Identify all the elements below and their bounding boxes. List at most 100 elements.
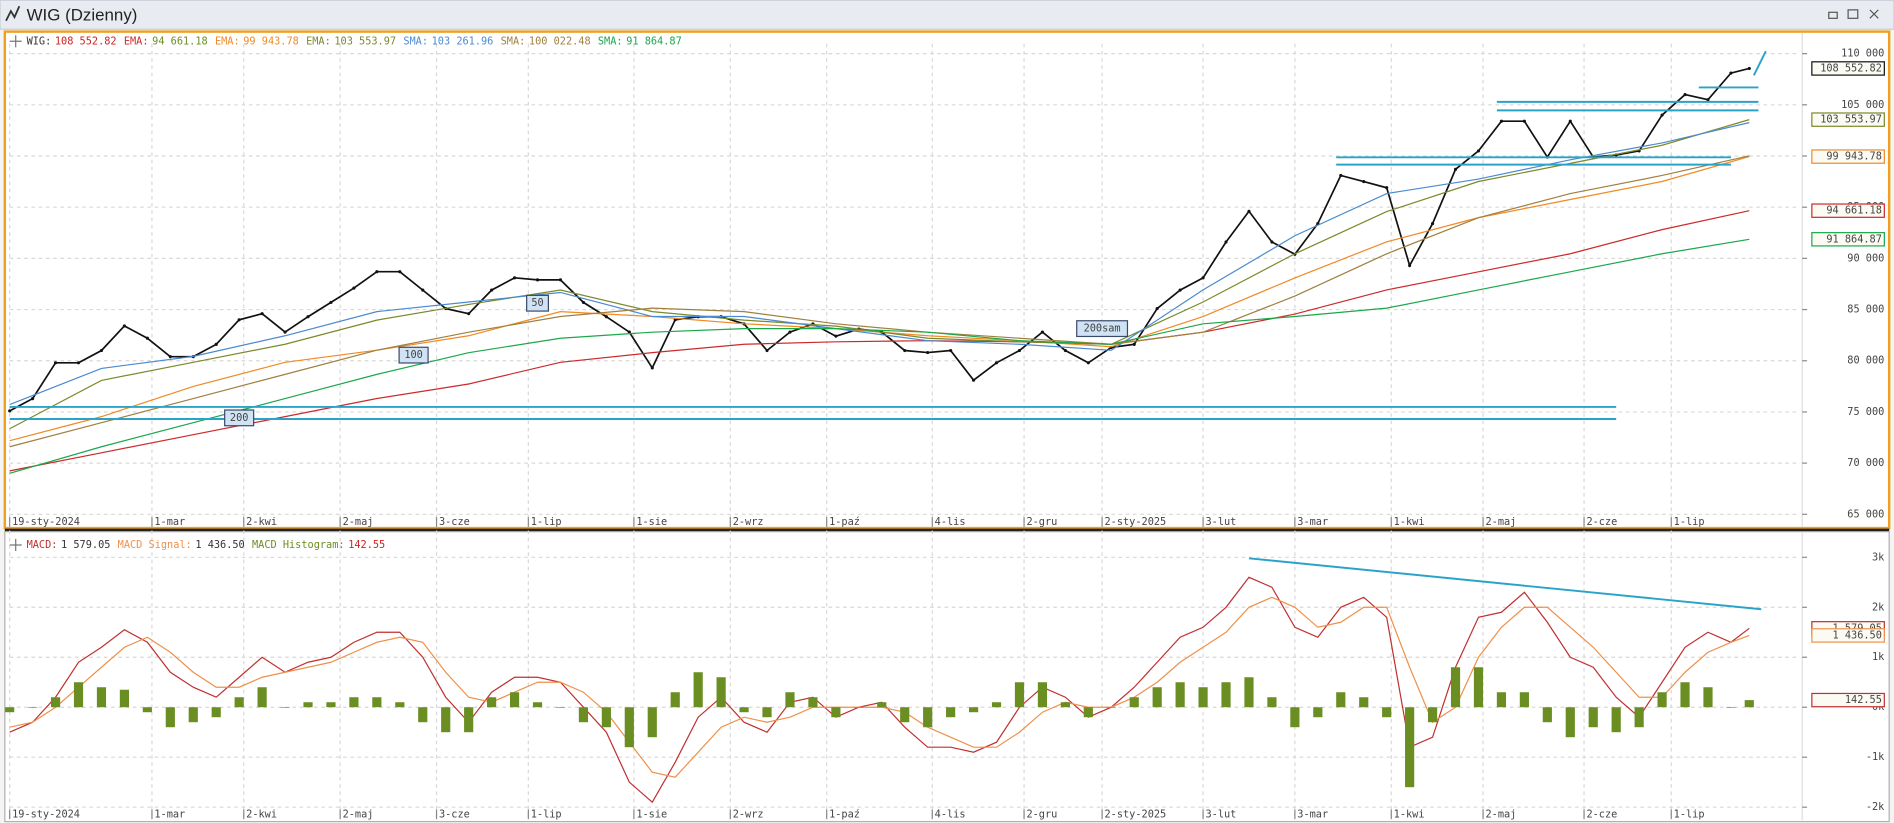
histogram-bar	[487, 697, 497, 708]
close-point	[834, 334, 838, 338]
histogram-bar	[1450, 667, 1461, 708]
close-point	[31, 397, 35, 401]
x-tick-label: 2-maj	[1485, 516, 1516, 528]
macd-panel	[4, 531, 1890, 823]
histogram-bar	[1405, 707, 1415, 788]
close-point	[788, 330, 792, 334]
histogram-bar	[578, 707, 589, 723]
histogram-bar	[555, 707, 566, 708]
x-tick-label: 1-mar	[154, 516, 185, 528]
histogram-bar	[1313, 707, 1323, 718]
value-badge	[1811, 692, 1885, 708]
close-point	[1522, 119, 1526, 123]
close-point	[1086, 361, 1090, 365]
legend-value: 142.55	[348, 539, 385, 551]
y-tick-label: 85 000	[1847, 304, 1884, 316]
annotation-box	[526, 294, 549, 312]
minimize-button[interactable]	[1828, 11, 1838, 19]
close-point	[467, 312, 471, 316]
histogram-bar	[1175, 682, 1185, 708]
close-point	[627, 330, 631, 334]
legend-name: SMA:	[501, 35, 526, 47]
histogram-bar	[877, 702, 887, 708]
x-tick-label: 2-sty-2025	[1105, 516, 1167, 528]
legend-name: MACD:	[27, 539, 58, 551]
close-point	[1408, 263, 1412, 268]
close-point	[604, 315, 608, 319]
legend-icon	[9, 35, 22, 48]
histogram-bar	[211, 707, 221, 718]
close-point	[237, 318, 241, 322]
x-tick-label: 2-gru	[1026, 516, 1057, 528]
close-point	[1568, 119, 1572, 123]
close-point	[1747, 66, 1751, 71]
close-point	[76, 361, 81, 365]
x-tick-label: 3-lut	[1205, 516, 1236, 528]
histogram-bar	[1014, 682, 1025, 708]
x-tick-label: 1-kwi	[1394, 808, 1425, 820]
x-tick-label: 3-cze	[439, 808, 470, 820]
histogram-bar	[234, 697, 244, 708]
close-point	[1132, 342, 1136, 346]
close-point	[352, 286, 356, 290]
close-point	[512, 276, 517, 280]
value-badge	[1811, 112, 1885, 127]
histogram-bar	[303, 702, 313, 708]
histogram-bar	[923, 707, 933, 728]
x-tick-label: 1-sie	[636, 516, 667, 528]
legend: WIG: 108 552.82 EMA: 94 661.18 EMA: 99 943.78…	[27, 35, 682, 47]
legend-name: EMA:	[306, 35, 331, 47]
legend-name: MACD Histogram:	[252, 539, 345, 551]
histogram-bar	[1542, 707, 1552, 723]
close-point	[673, 318, 677, 322]
value-badge	[1811, 203, 1885, 218]
x-tick-label: 2-maj	[343, 808, 374, 820]
close-point	[1729, 71, 1733, 75]
histogram-bar	[1198, 687, 1208, 708]
legend-value: 108 552.82	[55, 35, 117, 47]
close-point	[490, 288, 494, 292]
histogram-bar	[395, 702, 405, 708]
histogram-bar	[1129, 697, 1139, 708]
close-point	[1040, 330, 1044, 334]
histogram-bar	[693, 672, 703, 708]
close-point	[1178, 288, 1182, 292]
histogram-bar	[739, 707, 749, 713]
value-badge	[1811, 61, 1885, 76]
x-tick-label: 2-sty-2025	[1105, 808, 1167, 820]
histogram-bar	[647, 707, 657, 738]
close-point	[1499, 119, 1503, 123]
legend-name: SMA:	[598, 35, 623, 47]
x-tick-label: 3-lut	[1205, 808, 1236, 820]
close-point	[581, 300, 585, 304]
histogram-bar	[1744, 700, 1754, 708]
value-badge-label: 1 436.50	[1833, 629, 1882, 641]
window-buttons[interactable]	[1828, 9, 1879, 19]
close-point	[421, 288, 425, 292]
histogram-bar	[670, 692, 680, 708]
x-tick-label: 19-sty-2024	[12, 516, 80, 528]
maximize-button[interactable]	[1847, 9, 1859, 19]
histogram-bar	[73, 682, 84, 708]
legend-value: 94 661.18	[152, 35, 208, 47]
histogram-bar	[1657, 692, 1667, 708]
x-tick-label: 2-gru	[1026, 808, 1057, 820]
x-tick-label: 2-wrz	[733, 516, 764, 528]
close-button[interactable]	[1869, 9, 1879, 19]
legend: MACD: 1 579.05 MACD Signal: 1 436.50 MACD Hi…	[27, 539, 386, 551]
x-tick-label: 3-mar	[1297, 808, 1328, 820]
y-tick-label: 105 000	[1841, 99, 1884, 111]
x-tick-label: 1-kwi	[1394, 516, 1425, 528]
x-tick-label: 4-lis	[935, 516, 966, 528]
histogram-bar	[257, 687, 267, 708]
x-tick-label: 2-cze	[1586, 516, 1617, 528]
histogram-bar	[1267, 697, 1277, 708]
histogram-bar	[1083, 707, 1093, 718]
histogram-bar	[601, 707, 611, 728]
histogram-bar	[1726, 707, 1736, 708]
annotation-label: 50	[531, 297, 543, 309]
close-point	[145, 336, 149, 340]
close-point	[650, 366, 654, 370]
